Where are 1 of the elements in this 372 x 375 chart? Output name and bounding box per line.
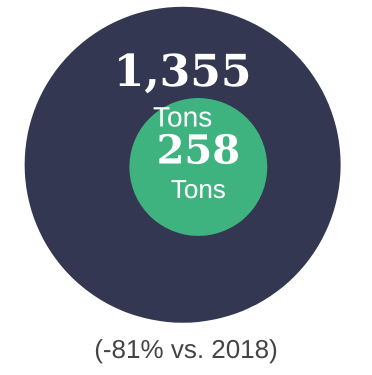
text: (-81% vs. 2018) (93, 334, 279, 365)
